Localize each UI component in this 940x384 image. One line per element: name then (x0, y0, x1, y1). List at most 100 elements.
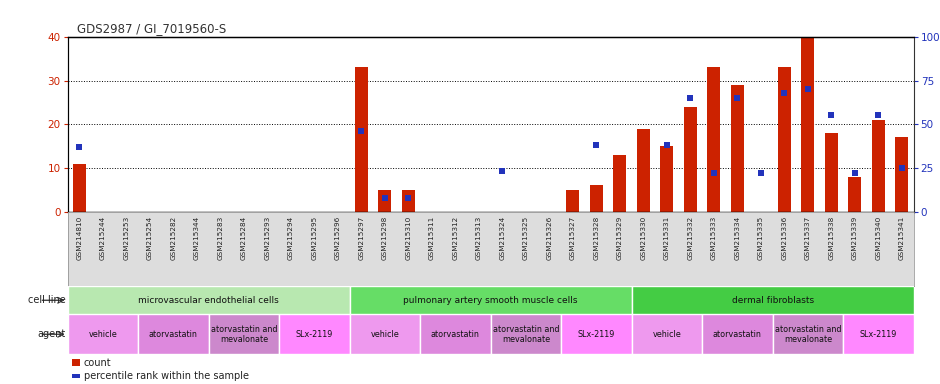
Text: GSM215297: GSM215297 (358, 215, 365, 260)
Bar (491, 314, 561, 354)
Point (494, 168, 509, 174)
Text: GSM215311: GSM215311 (429, 215, 435, 260)
Bar (590, 185, 603, 212)
Bar (632, 286, 914, 314)
Text: GSM215328: GSM215328 (593, 215, 600, 260)
Text: microvascular endothelial cells: microvascular endothelial cells (138, 296, 279, 305)
Bar (355, 68, 368, 212)
Text: GSM215332: GSM215332 (687, 215, 694, 260)
Bar (731, 85, 744, 212)
Text: GSM214810: GSM214810 (76, 215, 83, 260)
Bar (825, 133, 838, 212)
Bar (708, 68, 720, 212)
Bar (637, 129, 650, 212)
Text: GSM215310: GSM215310 (405, 215, 412, 260)
Point (848, 170, 863, 176)
Text: GSM215333: GSM215333 (711, 215, 717, 260)
Text: GSM215331: GSM215331 (664, 215, 670, 260)
Point (659, 142, 674, 148)
Text: vehicle: vehicle (652, 330, 681, 339)
Text: GSM215340: GSM215340 (875, 215, 882, 260)
Text: GSM215344: GSM215344 (194, 215, 200, 260)
Text: GSM215283: GSM215283 (217, 215, 224, 260)
Text: GSM215335: GSM215335 (758, 215, 764, 260)
Point (870, 113, 885, 119)
Bar (209, 314, 279, 354)
Text: GSM215325: GSM215325 (523, 215, 529, 260)
Text: GDS2987 / GI_7019560-S: GDS2987 / GI_7019560-S (77, 22, 227, 35)
Text: GSM215313: GSM215313 (476, 215, 482, 260)
Bar (614, 155, 626, 212)
Text: atorvastatin: atorvastatin (713, 330, 761, 339)
Text: GSM215282: GSM215282 (170, 215, 177, 260)
Text: GSM215334: GSM215334 (734, 215, 741, 260)
Bar (773, 314, 843, 354)
Point (71, 144, 86, 150)
Bar (802, 37, 814, 212)
Text: atorvastatin and
mevalonate: atorvastatin and mevalonate (493, 324, 559, 344)
Text: pulmonary artery smooth muscle cells: pulmonary artery smooth muscle cells (403, 296, 578, 305)
Point (894, 165, 909, 171)
Text: GSM215339: GSM215339 (852, 215, 858, 260)
Text: GSM215330: GSM215330 (640, 215, 647, 260)
Point (823, 113, 838, 119)
Bar (896, 137, 908, 212)
Text: SLx-2119: SLx-2119 (860, 330, 897, 339)
Point (754, 170, 769, 176)
Text: dermal fibroblasts: dermal fibroblasts (731, 296, 814, 305)
Bar (73, 164, 86, 212)
Point (776, 90, 791, 96)
Text: SLx-2119: SLx-2119 (578, 330, 615, 339)
Point (378, 195, 393, 201)
Text: GSM215337: GSM215337 (805, 215, 811, 260)
Text: atorvastatin and
mevalonate: atorvastatin and mevalonate (211, 324, 277, 344)
Text: GSM215341: GSM215341 (899, 215, 905, 260)
Text: cell line: cell line (28, 295, 66, 305)
Text: GSM215293: GSM215293 (264, 215, 271, 260)
Bar (68, 314, 138, 354)
Bar (702, 314, 773, 354)
Point (400, 195, 415, 201)
Bar (778, 68, 791, 212)
Text: vehicle: vehicle (370, 330, 400, 339)
Text: GSM215336: GSM215336 (781, 215, 788, 260)
Text: GSM215294: GSM215294 (288, 215, 294, 260)
Point (588, 142, 603, 148)
Text: GSM215326: GSM215326 (546, 215, 553, 260)
Text: GSM215284: GSM215284 (241, 215, 247, 260)
Text: SLx-2119: SLx-2119 (296, 330, 333, 339)
Bar (138, 314, 209, 354)
Point (353, 128, 368, 134)
Bar (68, 286, 350, 314)
Bar (849, 177, 861, 212)
Bar (567, 190, 579, 212)
Bar (350, 314, 420, 354)
Text: GSM215295: GSM215295 (311, 215, 318, 260)
Text: count: count (84, 358, 111, 368)
Bar (350, 286, 632, 314)
Bar (420, 314, 491, 354)
Point (729, 95, 744, 101)
Bar (379, 190, 391, 212)
Text: GSM215338: GSM215338 (828, 215, 835, 260)
Text: agent: agent (38, 329, 66, 339)
Text: GSM215327: GSM215327 (570, 215, 576, 260)
Text: GSM215296: GSM215296 (335, 215, 341, 260)
Text: atorvastatin and
mevalonate: atorvastatin and mevalonate (775, 324, 841, 344)
Text: GSM215324: GSM215324 (499, 215, 506, 260)
Bar (561, 314, 632, 354)
Bar (632, 314, 702, 354)
Bar (661, 146, 673, 212)
Text: GSM215244: GSM215244 (100, 215, 106, 260)
Point (800, 86, 815, 92)
Text: atorvastatin: atorvastatin (431, 330, 479, 339)
Text: GSM215329: GSM215329 (617, 215, 623, 260)
Text: atorvastatin: atorvastatin (149, 330, 197, 339)
Bar (843, 314, 914, 354)
Text: GSM215312: GSM215312 (452, 215, 459, 260)
Point (707, 170, 722, 176)
Text: GSM215298: GSM215298 (382, 215, 388, 260)
Bar (279, 314, 350, 354)
Bar (684, 107, 697, 212)
Text: GSM215254: GSM215254 (147, 215, 153, 260)
